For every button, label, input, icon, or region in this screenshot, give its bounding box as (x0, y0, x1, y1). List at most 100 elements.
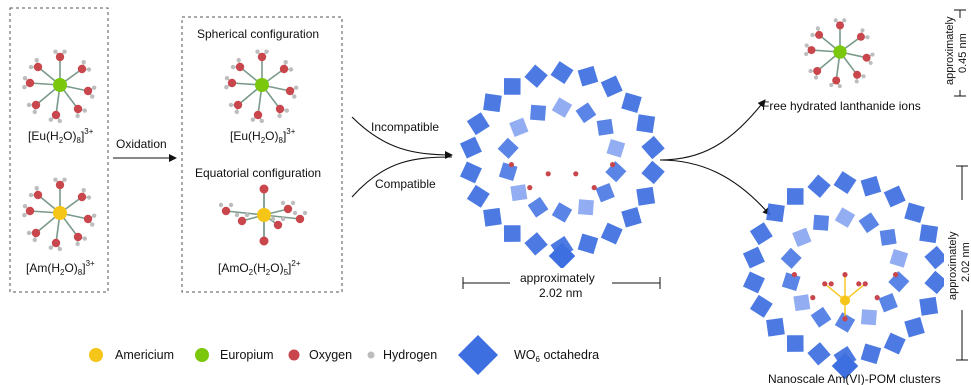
oxygen-atom (51, 238, 61, 248)
hydrogen-atom (813, 75, 819, 80)
hydrogen-atom (91, 213, 97, 218)
hydrogen-atom (224, 75, 230, 81)
wo6-octahedron (883, 185, 906, 208)
metal-atom (255, 78, 269, 92)
wo6-octahedron (527, 196, 549, 218)
hydrogen-atom (75, 241, 80, 247)
wo6-octahedron (503, 225, 521, 242)
wo6-octahedron (466, 184, 490, 208)
hydrogen-atom (224, 84, 229, 90)
wo6-octahedron (577, 65, 599, 87)
oxygen-atom (31, 100, 41, 110)
hydrogen-atom (861, 74, 866, 79)
hydrogen-atom (48, 117, 54, 122)
hydrogen-atom (302, 210, 308, 216)
metal-atom (53, 78, 67, 92)
oxygen-atom (51, 110, 61, 120)
wo6-octahedron (466, 112, 490, 136)
oxygen-atom (77, 64, 87, 74)
metal-atom (53, 206, 67, 220)
eu-formula-middle: [Eu(H2O)8]3+ (230, 127, 296, 145)
hydrogen-atom (837, 84, 842, 89)
oxygen-atom (815, 30, 824, 39)
wo6-octahedron (878, 293, 898, 313)
wo6-octahedron (621, 206, 642, 228)
wo6-octahedron (879, 228, 897, 246)
hydrogen-atom (810, 32, 815, 38)
oxygen-atom (856, 32, 865, 41)
oxygen-atom (77, 192, 87, 202)
wo6-octahedron (483, 93, 502, 113)
legend: Americium Europium Oxygen Hydrogen WO6 o… (89, 335, 599, 375)
hydrogen-atom (284, 108, 290, 113)
compatible-label: Compatible (375, 177, 436, 191)
hydrogen-atom (26, 230, 32, 236)
wo6-octahedron (792, 227, 812, 247)
hydrogen-atom (228, 102, 234, 108)
oxygen-atom (836, 21, 844, 30)
hydrogen-atom (90, 94, 95, 99)
hydrogen-atom (815, 26, 820, 31)
hydrogen-atom (234, 212, 240, 218)
oxygen-atom (791, 272, 798, 278)
hydrogen-dot-icon (367, 351, 375, 359)
hydrogen-atom (53, 177, 58, 182)
oxygen-atom (25, 78, 35, 88)
oxygen-atom (73, 232, 83, 242)
wo6-octahedron (833, 171, 857, 195)
oxygen-atom (813, 67, 822, 75)
amo2-equatorial-molecule (218, 184, 308, 246)
oxygen-atom (33, 190, 43, 200)
wo6-octahedron (860, 343, 882, 365)
right-bottom-scale-label-1: approximately (947, 231, 959, 300)
hydrogen-atom (28, 192, 34, 198)
oxygen-atom (279, 64, 289, 74)
hydrogen-atom (860, 28, 865, 33)
hydrogen-atom (218, 202, 224, 208)
oxygen-atom (33, 62, 43, 72)
wo6-octahedron (742, 246, 765, 269)
hydrogen-atom (22, 212, 27, 218)
wo6-octahedron (605, 161, 627, 183)
europium-dot-icon (195, 348, 209, 362)
wo6-octahedron (860, 309, 877, 326)
spherical-configuration-title: Spherical configuration (197, 27, 319, 41)
incompatible-label: Incompatible (371, 120, 439, 134)
wo6-octahedron (459, 161, 482, 184)
americium-atom (257, 208, 271, 222)
legend-europium-label: Europium (220, 348, 274, 362)
hydrogen-atom (280, 216, 286, 222)
right-bottom-scale-label-2: 2.02 nm (960, 242, 971, 282)
hydrogen-atom (854, 79, 859, 84)
amo2-formula-middle: [AmO2(H2O)5]2+ (218, 259, 301, 277)
americium-atom (840, 295, 850, 306)
free-hydrated-lanthanide-molecule (804, 18, 875, 89)
wo6-octahedron (813, 214, 830, 231)
oxidation-label: Oxidation (116, 137, 167, 151)
wo6-octahedron (889, 249, 909, 268)
wo6-octahedron (858, 212, 880, 234)
hydrogen-atom (842, 18, 847, 23)
oxygen-atom (893, 272, 899, 278)
hydrogen-atom (829, 82, 834, 88)
hydrogen-atom (90, 222, 95, 227)
equatorial-configuration-title: Equatorial configuration (195, 166, 321, 180)
oxygen-atom (573, 171, 579, 177)
oxygen-atom (257, 52, 267, 62)
wo6-octahedron (606, 139, 626, 158)
arrow-to-am-clusters (659, 159, 771, 216)
hydrogen-atom (228, 202, 234, 208)
wo6-octahedron (509, 117, 529, 137)
am-hydrated-ion-molecule (22, 177, 97, 252)
wo6-octahedron (524, 64, 548, 88)
hydrogen-atom (804, 43, 809, 48)
wo6-octahedron (834, 207, 856, 228)
hydrogen-atom (283, 60, 288, 65)
wo6-octahedron (530, 104, 547, 121)
hydrogen-atom (82, 236, 88, 241)
oxygen-atom (55, 180, 65, 190)
hydrogen-atom (81, 60, 86, 65)
wo6-octahedron (924, 270, 948, 295)
hydrogen-atom (293, 85, 299, 90)
wo6-octahedron (793, 294, 811, 312)
